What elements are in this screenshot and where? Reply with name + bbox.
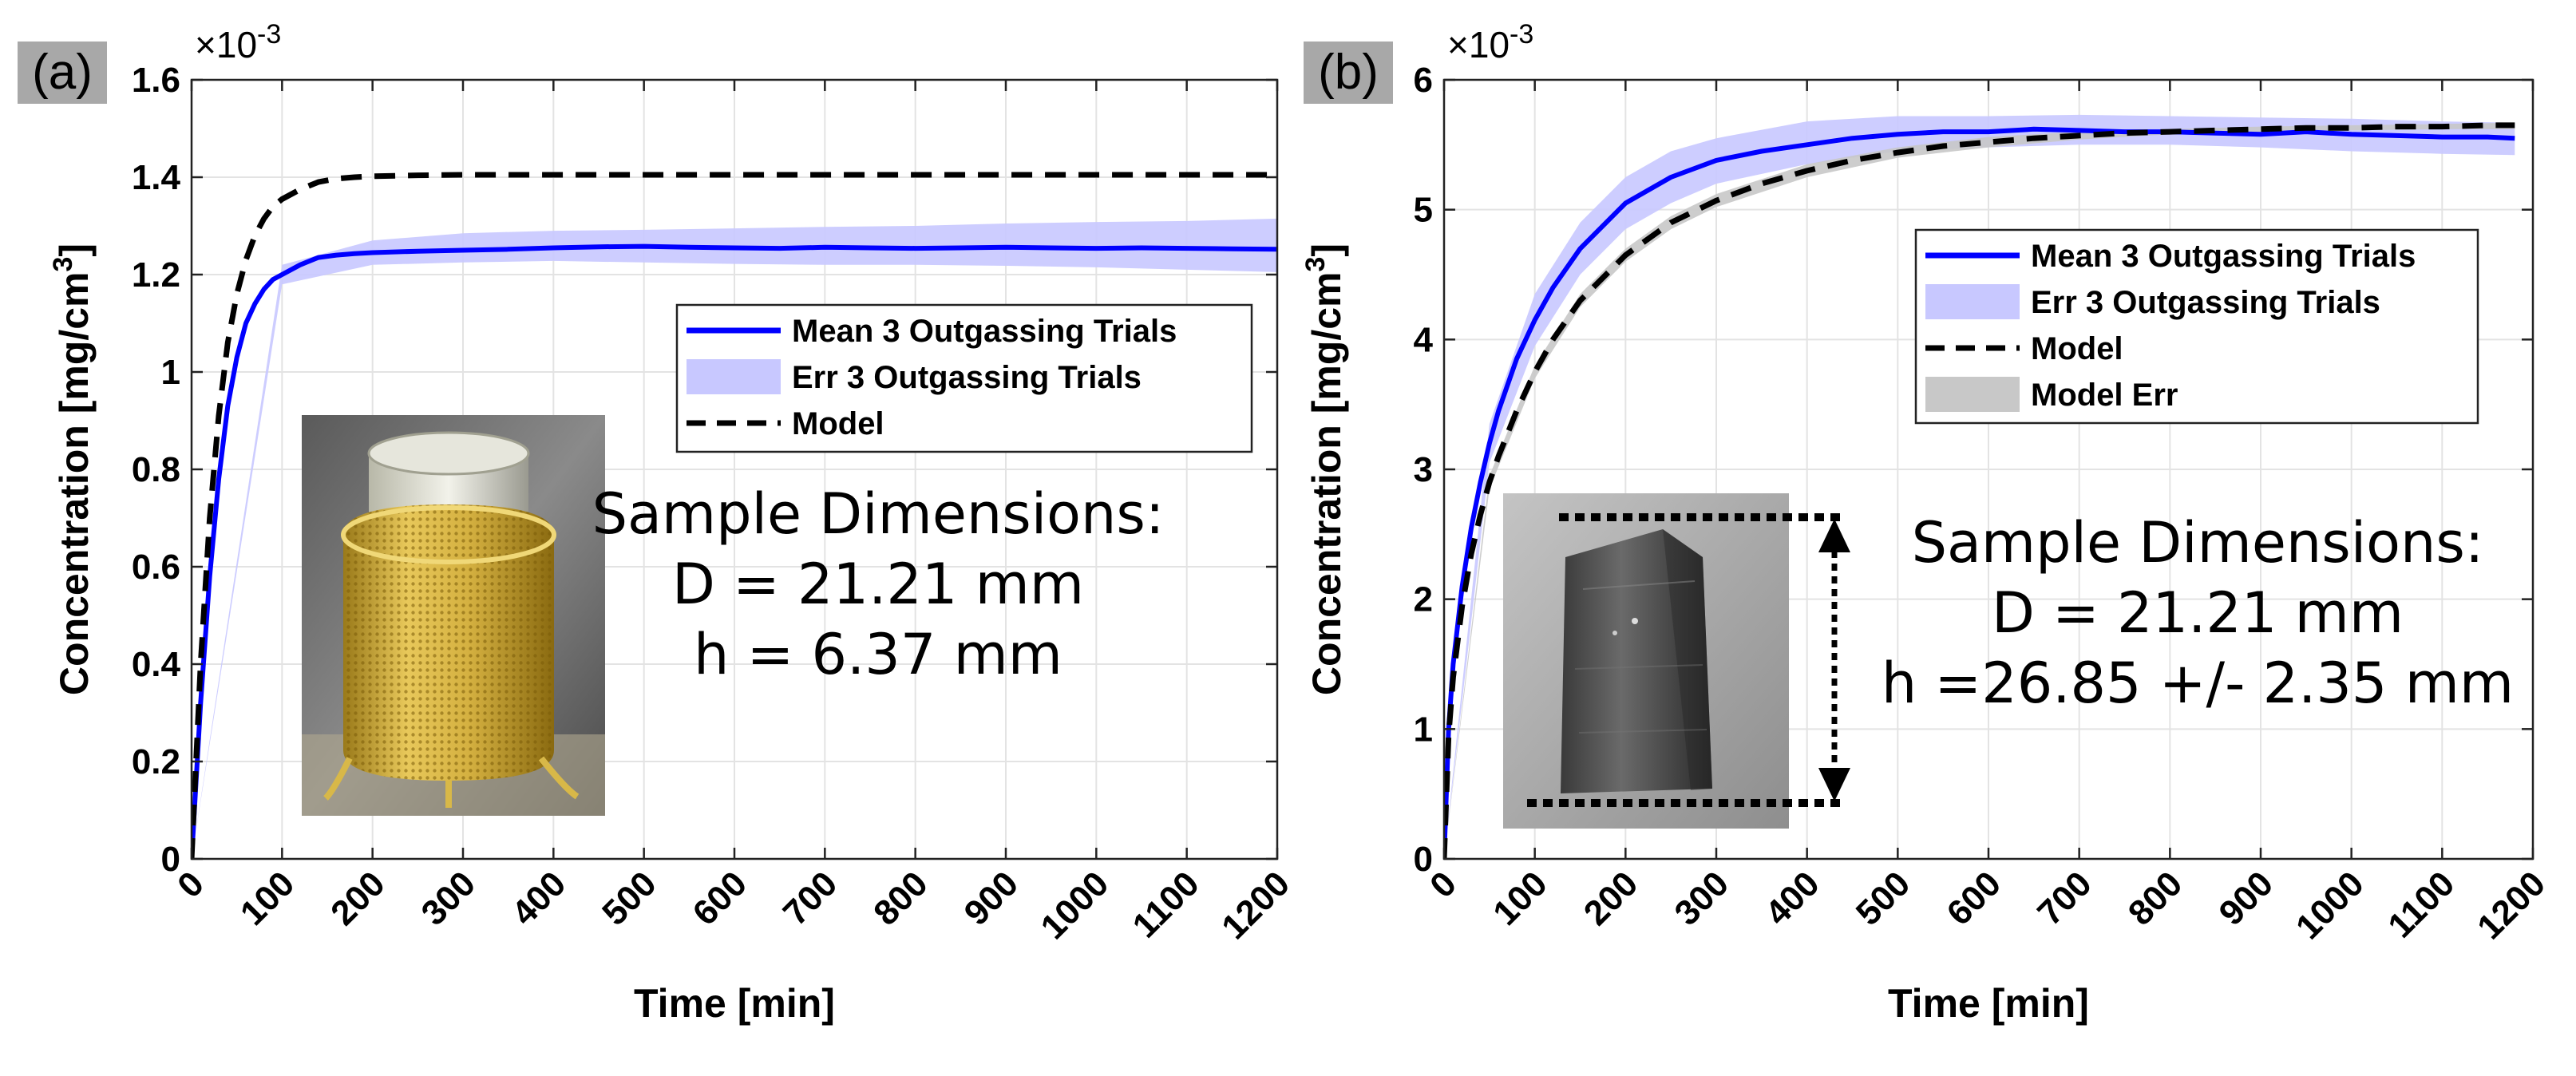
panel-b: 0 100 200 300 400 500 600 700 800 900 1000 1100 1200…: [1288, 0, 2575, 1076]
y-tick-label: 1: [1414, 710, 1433, 749]
dimensions-heading: Sample Dimensions:: [592, 481, 1165, 547]
sample-photo-mesh-cylinder: [302, 415, 605, 816]
series-line-model: [1444, 122, 2515, 859]
x-tick-label: 100: [233, 864, 303, 933]
y-tick-label: 1: [161, 353, 180, 392]
y-axis-multiplier-exponent: -3: [1510, 19, 1533, 49]
x-tick-label: 1200: [1214, 864, 1288, 947]
y-tick-label: 0: [1414, 840, 1433, 879]
x-tick-label: 700: [776, 864, 845, 933]
x-tick-label: 800: [2121, 864, 2190, 933]
x-tick-label: 400: [1758, 864, 1827, 933]
y-tick-label: 2: [1414, 580, 1433, 619]
x-axis-label: Time [min]: [634, 981, 835, 1026]
panel-label-b: (b): [1304, 42, 1393, 104]
y-tick-label: 1.2: [132, 255, 180, 295]
legend-label: Model: [2031, 331, 2123, 366]
legend-label: Mean 3 Outgassing Trials: [2031, 239, 2416, 274]
legend-swatch: [1925, 377, 2020, 412]
x-tick-label: 1000: [1034, 864, 1117, 947]
panel-a: 0 100 200 300 400 500 600 700 800 900 1000 1100 1200…: [18, 19, 1288, 1026]
y-axis-label: Concentration [mg/cm3]: [48, 243, 97, 695]
dimensions-diameter: D = 21.21 mm: [671, 552, 1085, 617]
legend-label: Mean 3 Outgassing Trials: [792, 314, 1177, 349]
x-tick-label: 400: [505, 864, 574, 933]
legend-label: Model Err: [2031, 378, 2178, 413]
y-tick-label: 3: [1414, 450, 1433, 489]
x-tick-label: 500: [595, 864, 664, 933]
x-tick-label: 800: [866, 864, 936, 933]
dimensions-height: h =26.85 +/- 2.35 mm: [1881, 651, 2515, 716]
series-line-mean-3-outgassing-trials: [1444, 126, 2515, 859]
legend-label: Err 3 Outgassing Trials: [2031, 285, 2380, 320]
y-axis-multiplier: ×10-3: [195, 19, 281, 65]
y-tick-label: 4: [1414, 320, 1434, 359]
dimensions-diameter: D = 21.21 mm: [1991, 580, 2404, 646]
panel-label-a: (a): [18, 42, 107, 104]
x-tick-label: 600: [686, 864, 755, 933]
legend-swatch: [1925, 284, 2020, 319]
y-tick-label: 1.4: [132, 158, 181, 197]
x-tick-label: 300: [1668, 864, 1737, 933]
x-tick-label: 1100: [2380, 864, 2462, 945]
dimensions-heading: Sample Dimensions:: [1911, 510, 2484, 576]
y-tick-label: 6: [1414, 61, 1433, 100]
x-tick-label: 900: [957, 864, 1027, 933]
x-tick-label: 200: [323, 864, 393, 933]
y-tick-label: 0.4: [132, 645, 181, 684]
x-tick-label: 700: [2030, 864, 2099, 933]
y-tick-label: 0: [161, 840, 180, 879]
y-tick-label: 0.6: [132, 548, 180, 587]
y-axis-multiplier: ×10-3: [1447, 19, 1533, 65]
y-axis-label: Concentration [mg/cm3]: [1300, 243, 1349, 695]
y-tick-label: 5: [1414, 191, 1433, 230]
sample-dimensions-a: Sample Dimensions: D = 21.21 mm h = 6.37…: [591, 479, 1165, 690]
x-tick-label: 600: [1940, 864, 2009, 933]
x-tick-label: 300: [414, 864, 484, 933]
sample-photo-crystal: [1503, 493, 1789, 829]
x-tick-label: 200: [1577, 864, 1646, 933]
y-axis-multiplier-exponent: -3: [257, 19, 281, 49]
legend-swatch: [687, 359, 781, 394]
x-tick-label: 1000: [2289, 864, 2372, 947]
y-tick-label: 0.8: [132, 450, 180, 489]
x-tick-label: 900: [2212, 864, 2281, 933]
legend-label: Err 3 Outgassing Trials: [792, 360, 1142, 395]
x-tick-label: 1100: [1126, 864, 1207, 945]
dimensions-height: h = 6.37 mm: [693, 622, 1062, 687]
series-line-model: [192, 172, 1277, 859]
x-tick-label: 500: [1849, 864, 1918, 933]
x-axis-label: Time [min]: [1888, 981, 2089, 1026]
series-line-mean-3-outgassing-trials: [192, 243, 1277, 859]
x-tick-label: 1200: [2470, 864, 2553, 947]
legend-label: Model: [792, 406, 884, 441]
y-tick-label: 1.6: [132, 61, 180, 100]
sample-dimensions-b: Sample Dimensions: D = 21.21 mm h =26.85…: [1838, 508, 2557, 718]
y-tick-label: 0.2: [132, 742, 180, 781]
x-tick-label: 100: [1486, 864, 1555, 933]
